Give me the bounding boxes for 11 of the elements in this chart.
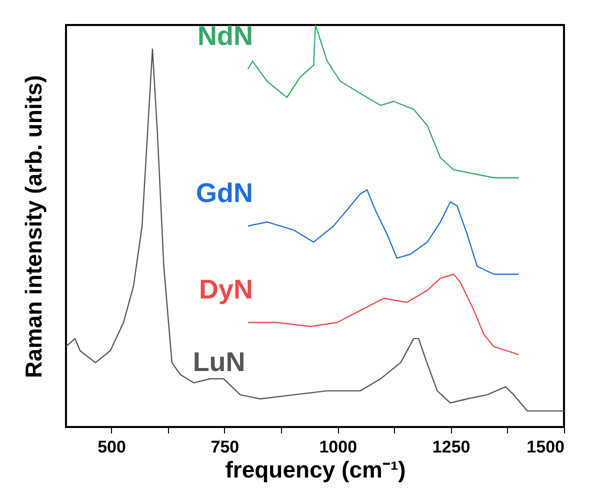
y-axis-title: Raman intensity (arb. units): [20, 75, 46, 378]
x-tick-label: 1500: [526, 438, 564, 456]
x-tick-label: 1250: [432, 438, 470, 456]
series-label: LuN: [192, 346, 246, 377]
series-label: GdN: [196, 178, 253, 208]
x-tick-label: 750: [210, 438, 240, 456]
series-label: NdN: [197, 21, 253, 52]
series-label: DyN: [198, 274, 253, 304]
x-tick-label: 500: [98, 438, 126, 456]
x-tick-label: 1000: [319, 438, 358, 456]
x-axis-title: frequency (cm⁻¹): [225, 456, 406, 482]
